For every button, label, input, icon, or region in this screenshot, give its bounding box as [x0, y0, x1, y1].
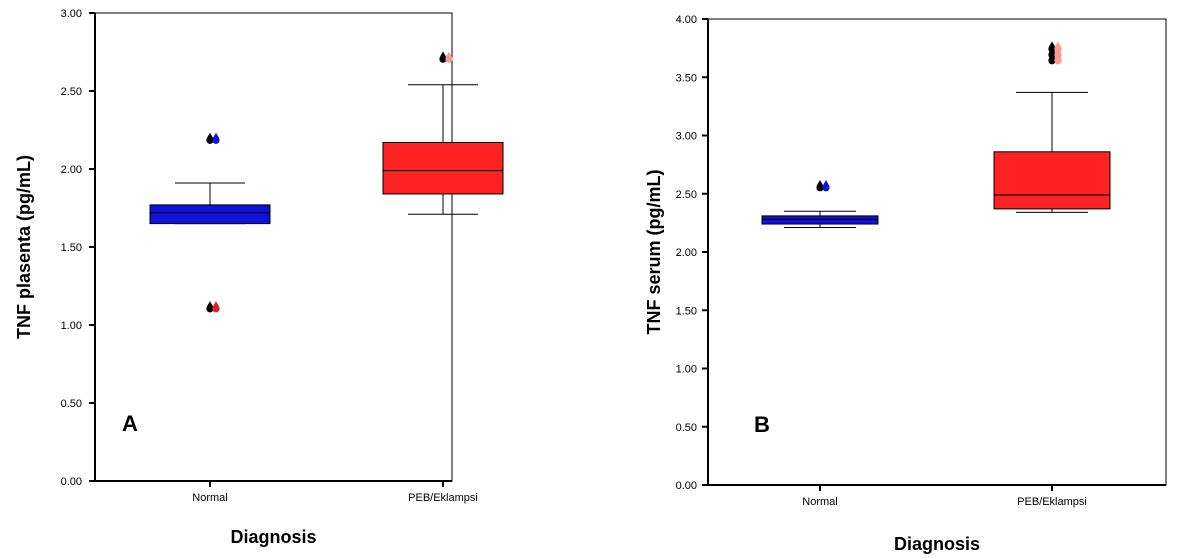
outlier-marker	[1054, 52, 1062, 65]
box-normal	[761, 179, 879, 229]
x-tick-label: Normal	[802, 496, 837, 508]
outlier-marker	[816, 179, 824, 192]
panel-letter: A	[122, 411, 138, 436]
y-tick-label: 4.00	[676, 14, 697, 26]
x-tick-label: PEB/Eklampsi	[1017, 496, 1087, 508]
iqr-box	[993, 151, 1111, 210]
outlier-marker	[206, 300, 214, 313]
outlier-marker	[439, 51, 447, 63]
iqr-box	[149, 204, 271, 225]
outlier-marker	[445, 51, 453, 63]
x-axis-label: Diagnosis	[230, 527, 316, 547]
plot-frame	[707, 18, 1167, 486]
panel-letter: B	[754, 412, 770, 437]
y-tick-label: 2.50	[61, 86, 82, 98]
y-tick-label: 1.50	[676, 305, 697, 317]
chart-panel-a: 0.00 0.50 1.00 1.50 2.00 2.50 3.00 Normal PEB/Ek…	[14, 8, 504, 547]
iqr-box	[382, 141, 504, 195]
y-tick-label: 1.50	[61, 242, 82, 254]
y-tick-label: 2.00	[676, 247, 697, 259]
outlier-marker	[212, 132, 220, 144]
box-normal	[149, 132, 271, 313]
y-axis-label: TNF plasenta (pg/mL)	[14, 155, 34, 339]
outlier-marker	[1048, 41, 1056, 53]
y-axis-label: TNF serum (pg/mL)	[644, 169, 664, 334]
y-tick-label: 0.00	[676, 480, 697, 492]
outlier-marker	[1048, 52, 1056, 65]
box-peb-eklampsi	[382, 51, 504, 215]
y-tick-label: 1.00	[61, 320, 82, 332]
outlier-marker	[206, 132, 214, 144]
y-tick-label: 3.50	[676, 72, 697, 84]
box-peb-eklampsi	[993, 41, 1111, 213]
chart-panel-b: 0.00 0.50 1.00 1.50 2.00 2.50 3.00 3.50 4.00 Norm…	[644, 14, 1167, 554]
x-tick-label: Normal	[192, 492, 227, 504]
y-tick-label: 2.50	[676, 189, 697, 201]
outlier-marker	[212, 300, 220, 313]
x-tick-label: PEB/Eklampsi	[408, 492, 478, 504]
y-tick-label: 0.00	[61, 476, 82, 488]
y-tick-label: 3.00	[676, 131, 697, 143]
y-tick-label: 2.00	[61, 164, 82, 176]
x-axis-label: Diagnosis	[894, 534, 980, 554]
y-tick-label: 0.50	[676, 422, 697, 434]
outlier-marker	[1048, 46, 1056, 59]
y-tick-label: 0.50	[61, 398, 82, 410]
outlier-marker	[1054, 41, 1062, 53]
y-tick-label: 1.00	[676, 364, 697, 376]
outlier-marker	[822, 179, 830, 192]
y-tick-label: 3.00	[61, 8, 82, 20]
outlier-marker	[1054, 46, 1062, 59]
plot-frame	[94, 12, 453, 482]
